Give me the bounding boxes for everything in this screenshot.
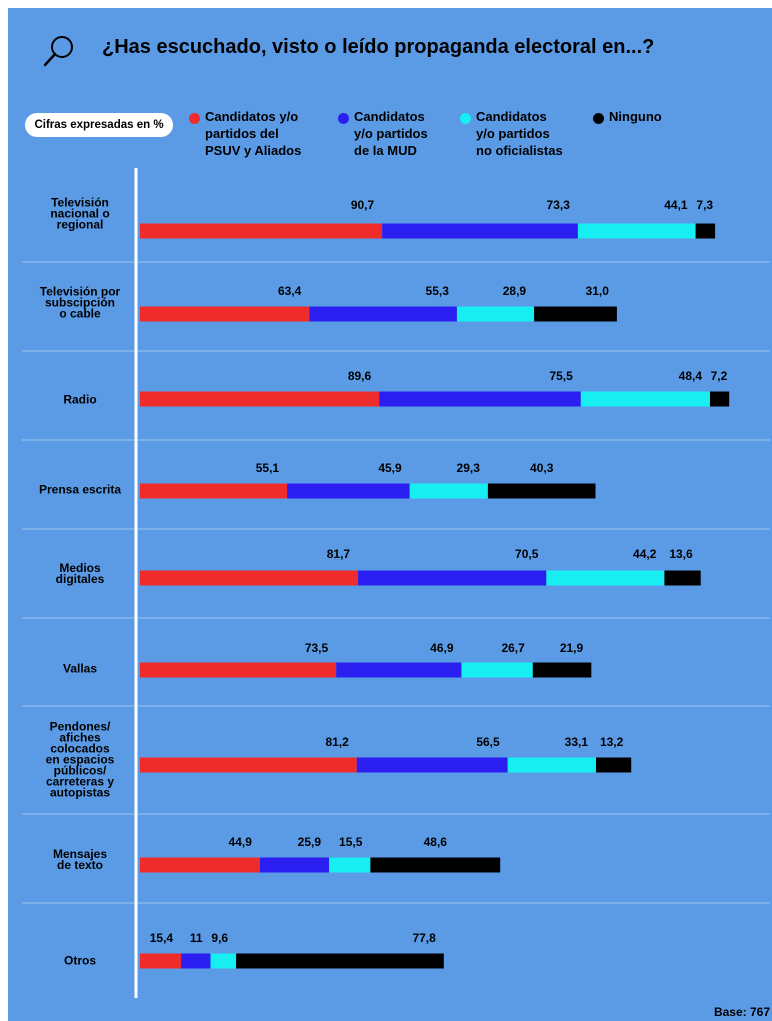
bar-segment xyxy=(534,306,617,322)
value-label: 44,2 xyxy=(633,547,657,561)
value-label: 25,9 xyxy=(298,835,322,849)
category-label: Prensa escrita xyxy=(38,482,122,497)
value-label: 7,2 xyxy=(711,369,728,383)
bar-segment xyxy=(596,757,632,773)
value-label: 40,3 xyxy=(530,461,554,475)
bar-segment xyxy=(379,391,581,407)
units-note: Cifras expresadas en % xyxy=(25,113,173,137)
bar-segment xyxy=(309,306,457,322)
value-label: 46,9 xyxy=(430,641,454,655)
bar-segment xyxy=(140,223,383,239)
value-label: 81,7 xyxy=(327,547,351,561)
bar-segment xyxy=(487,483,596,499)
value-label: 13,6 xyxy=(669,547,693,561)
category-label: Televisión por subscipción o cable xyxy=(39,284,121,321)
bar-segment xyxy=(140,391,380,407)
legend-label: Candidatos y/o partidos de la MUD xyxy=(354,109,428,158)
bar-segment xyxy=(140,306,310,322)
bar-segment xyxy=(695,223,716,239)
value-label: 73,3 xyxy=(547,198,571,212)
bar-segment xyxy=(358,570,547,586)
category-label: Vallas xyxy=(62,661,98,676)
bar-segment xyxy=(329,857,371,873)
value-label: 90,7 xyxy=(351,198,375,212)
value-label: 13,2 xyxy=(600,735,624,749)
bar-segment xyxy=(259,857,330,873)
legend-swatch xyxy=(189,113,200,124)
bar-segment xyxy=(382,223,578,239)
bar-segment xyxy=(140,570,359,586)
bar-segment xyxy=(577,223,696,239)
bar-segment xyxy=(140,662,337,678)
base-note: Base: 767 xyxy=(713,1005,770,1019)
bar-segment xyxy=(507,757,597,773)
bar-segment xyxy=(356,757,508,773)
bar-segment xyxy=(140,857,260,873)
bar-segment xyxy=(461,662,533,678)
value-label: 44,9 xyxy=(229,835,253,849)
category-label: Televisión nacional o regional xyxy=(50,195,110,232)
legend-label: Ninguno xyxy=(609,109,662,124)
category-label: Medios digitales xyxy=(55,561,105,586)
search-icon xyxy=(43,36,73,67)
bar-segment xyxy=(140,483,288,499)
legend-label: Candidatos y/o partidos del PSUV y Aliad… xyxy=(205,109,302,158)
value-label: 63,4 xyxy=(278,284,302,298)
bar-segment xyxy=(580,391,710,407)
value-label: 11 xyxy=(190,931,203,945)
category-label: Radio xyxy=(63,392,97,407)
value-label: 55,3 xyxy=(426,284,450,298)
value-label: 75,5 xyxy=(549,369,573,383)
legend-swatch xyxy=(338,113,349,124)
value-label: 77,8 xyxy=(412,931,436,945)
value-label: 73,5 xyxy=(305,641,329,655)
bar-segment xyxy=(546,570,665,586)
value-label: 48,6 xyxy=(424,835,448,849)
value-label: 89,6 xyxy=(348,369,372,383)
value-label: 9,6 xyxy=(211,931,228,945)
value-label: 45,9 xyxy=(378,461,402,475)
bar-segment xyxy=(287,483,410,499)
bar-segment xyxy=(236,953,444,969)
bar-segment xyxy=(210,953,237,969)
chart-title: ¿Has escuchado, visto o leído propaganda… xyxy=(102,36,655,58)
bar-segment xyxy=(409,483,488,499)
value-label: 28,9 xyxy=(503,284,527,298)
value-label: 81,2 xyxy=(325,735,349,749)
value-label: 55,1 xyxy=(256,461,280,475)
bar-segment xyxy=(710,391,730,407)
value-label: 70,5 xyxy=(515,547,539,561)
value-label: 33,1 xyxy=(565,735,589,749)
value-label: 21,9 xyxy=(560,641,584,655)
bar-segment xyxy=(140,757,357,773)
category-label: Otros xyxy=(63,953,96,968)
category-label: Mensajes de texto xyxy=(52,847,108,872)
value-label: 56,5 xyxy=(476,735,500,749)
bar-segment xyxy=(336,662,462,678)
bar-segment xyxy=(181,953,211,969)
value-label: 26,7 xyxy=(501,641,525,655)
value-label: 29,3 xyxy=(457,461,481,475)
value-label: 7,3 xyxy=(696,198,713,212)
value-label: 15,4 xyxy=(150,931,174,945)
bar-segment xyxy=(370,857,501,873)
bar-segment xyxy=(664,570,701,586)
value-label: 48,4 xyxy=(679,369,703,383)
bar-segment xyxy=(532,662,592,678)
bar-segment xyxy=(456,306,535,322)
category-label: Pendones/ afiches colocados en espacios … xyxy=(45,719,115,800)
value-label: 15,5 xyxy=(339,835,363,849)
legend-label: Candidatos y/o partidos no oficialistas xyxy=(476,109,563,158)
legend-swatch xyxy=(460,113,471,124)
value-label: 44,1 xyxy=(664,198,688,212)
value-label: 31,0 xyxy=(586,284,610,298)
legend-swatch xyxy=(593,113,604,124)
bar-segment xyxy=(140,953,182,969)
